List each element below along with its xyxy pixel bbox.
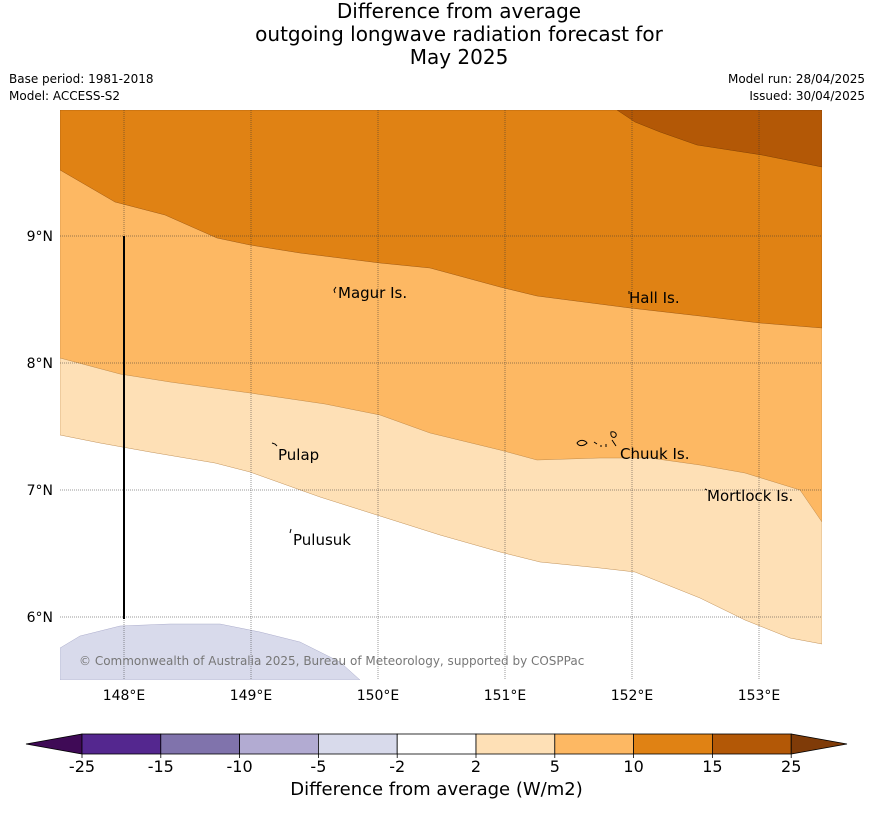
- lat-label-8n: 8°N: [27, 356, 53, 372]
- lon-label-153: 153°E: [738, 688, 781, 704]
- lat-label-7n: 7°N: [27, 483, 53, 499]
- colorbar-tick-label-2: -10: [227, 757, 253, 776]
- colorbar-tick-label-0: -25: [69, 757, 95, 776]
- colorbar-tick-label-6: 5: [550, 757, 560, 776]
- band-15-to-25: [616, 110, 822, 168]
- run-info: Model run: 28/04/2025 Issued: 30/04/2025: [728, 71, 865, 105]
- lon-label-149: 149°E: [230, 688, 273, 704]
- magur-island-outline: [333, 286, 337, 294]
- place-magur: Magur Is.: [338, 284, 407, 302]
- chuuk-islands-outline: [576, 431, 617, 447]
- island-markers: [271, 286, 708, 534]
- pulap-island-outline: [271, 442, 278, 447]
- lat-label-6n: 6°N: [27, 610, 53, 626]
- pulusuk-island-outline: [289, 528, 292, 534]
- place-mortlock: Mortlock Is.: [707, 487, 793, 505]
- colorbar-bin-4: [396, 733, 477, 755]
- lon-label-148: 148°E: [103, 688, 146, 704]
- colorbar-bin-5: [475, 733, 556, 755]
- issued-date: Issued: 30/04/2025: [749, 89, 865, 103]
- colorbar-bin-2: [239, 733, 319, 755]
- lat-axis-labels: 9°N 8°N 7°N 6°N: [27, 229, 53, 626]
- lon-label-152: 152°E: [611, 688, 654, 704]
- title-line-2: outgoing longwave radiation forecast for: [255, 22, 663, 46]
- colorbar-tick-label-7: 10: [623, 757, 643, 776]
- colorbar-bin-1: [160, 733, 241, 755]
- colorbar-bin-8: [712, 733, 792, 755]
- base-period: Base period: 1981-2018: [9, 72, 154, 86]
- band-10-to-15: [60, 110, 822, 329]
- colorbar-bin-6: [554, 733, 634, 755]
- colorbar-tick-label-8: 15: [702, 757, 722, 776]
- model-name: Model: ACCESS-S2: [9, 89, 121, 103]
- colorbar-low-extension: [25, 733, 83, 755]
- colorbar-bin-3: [317, 733, 398, 755]
- colorbar-high-extension: [790, 733, 848, 755]
- place-pulusuk: Pulusuk: [293, 531, 351, 549]
- colorbar: -25 -15 -10 -5 -2 2 5 10 15 25: [25, 733, 848, 776]
- colorbar-tick-label-9: 25: [781, 757, 801, 776]
- lon-axis-labels: 148°E 149°E 150°E 151°E 152°E 153°E: [103, 688, 781, 704]
- colorbar-bin-0: [81, 733, 162, 755]
- colorbar-tick-label-1: -15: [148, 757, 174, 776]
- map-area: [60, 110, 822, 680]
- base-info: Base period: 1981-2018 Model: ACCESS-S2: [9, 71, 154, 105]
- place-hall: Hall Is.: [629, 289, 680, 307]
- model-run: Model run: 28/04/2025: [727, 72, 865, 86]
- mortlock-island-outline: [704, 488, 708, 491]
- lat-label-9n: 9°N: [27, 229, 53, 245]
- title-line-1: Difference from average: [336, 0, 582, 23]
- lon-label-151: 151°E: [484, 688, 527, 704]
- colorbar-bin-7: [633, 733, 713, 755]
- place-pulap: Pulap: [278, 446, 319, 464]
- colorbar-tick-label-4: -2: [389, 757, 405, 776]
- colorbar-tick-label-5: 2: [471, 757, 481, 776]
- colorbar-title: Difference from average (W/m2): [290, 779, 583, 800]
- lon-label-150: 150°E: [357, 688, 400, 704]
- band-neg5-to-neg2: [60, 623, 361, 680]
- map-title: Difference from average outgoing longwav…: [0, 0, 873, 69]
- place-chuuk: Chuuk Is.: [620, 445, 689, 463]
- copyright-notice: © Commonwealth of Australia 2025, Bureau…: [79, 654, 584, 668]
- colorbar-tick-label-3: -5: [310, 757, 326, 776]
- title-line-3: May 2025: [409, 45, 509, 69]
